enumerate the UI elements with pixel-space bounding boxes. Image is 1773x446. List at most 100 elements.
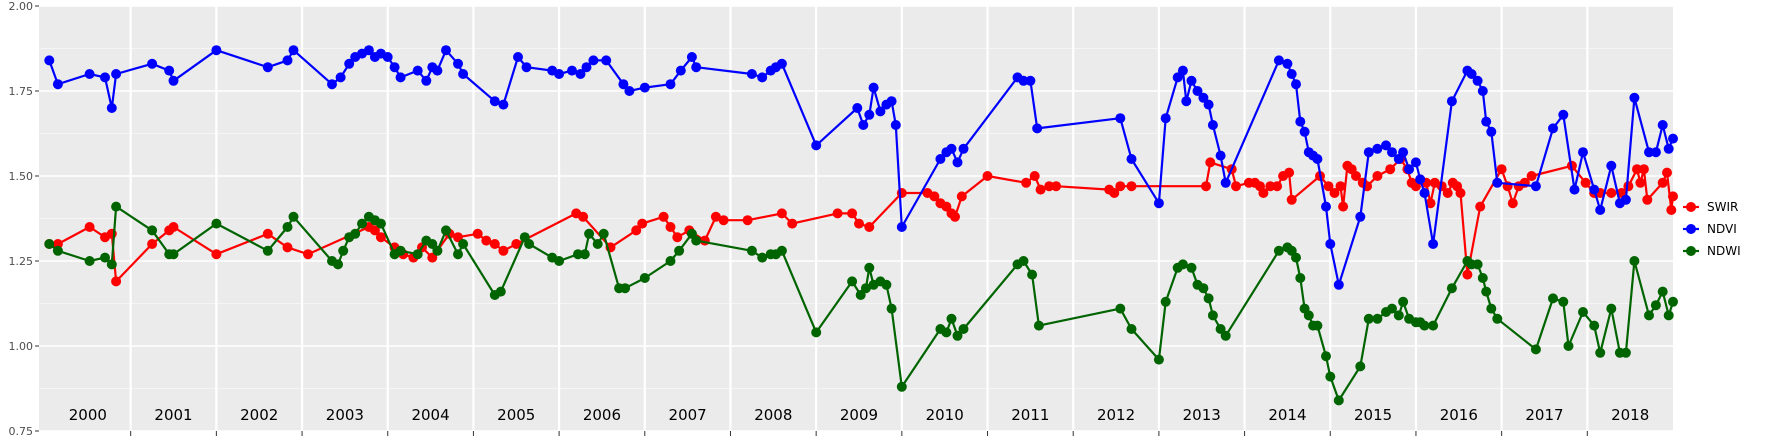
- data-point-ndwi: [1472, 259, 1483, 270]
- data-point-ndwi: [946, 313, 957, 324]
- data-point-ndwi: [44, 239, 55, 249]
- y-tick-label: 0.75: [9, 425, 34, 438]
- year-label: 2007: [669, 406, 707, 424]
- data-point-ndvi: [382, 52, 393, 62]
- data-point-ndwi: [1363, 313, 1374, 324]
- data-point-ndwi: [427, 239, 438, 249]
- data-point-ndwi: [1578, 307, 1588, 317]
- data-point-ndwi: [1291, 252, 1301, 263]
- data-point-ndwi: [860, 283, 871, 294]
- data-point-ndwi: [84, 256, 95, 266]
- data-point-ndwi: [1595, 347, 1606, 358]
- year-separators: [129, 6, 1589, 431]
- data-point-ndwi: [111, 201, 122, 212]
- data-point-ndvi: [946, 143, 957, 154]
- data-point-swir: [1662, 167, 1672, 178]
- data-point-swir: [498, 245, 509, 256]
- data-point-ndwi: [952, 330, 963, 341]
- data-point-ndwi: [1303, 310, 1314, 321]
- year-label: 2005: [497, 406, 535, 424]
- data-point-ndwi: [1629, 256, 1640, 266]
- data-point-ndvi: [935, 154, 946, 164]
- data-point-ndvi: [1333, 279, 1344, 290]
- data-point-ndwi: [1333, 395, 1344, 406]
- data-point-ndvi: [639, 82, 650, 93]
- data-point-ndvi: [1325, 239, 1336, 249]
- data-point-ndwi: [1486, 303, 1497, 314]
- data-point-ndwi: [1558, 296, 1569, 307]
- data-point-ndvi: [453, 58, 463, 69]
- data-point-ndvi: [1160, 113, 1171, 124]
- series-layer: [44, 45, 1678, 406]
- data-point-swir: [578, 211, 589, 222]
- data-point-ndvi: [1032, 123, 1043, 134]
- data-point-ndvi: [1181, 96, 1192, 107]
- data-point-ndvi: [1578, 147, 1588, 158]
- data-point-ndwi: [168, 249, 179, 260]
- y-tick-label: 1.25: [9, 255, 34, 268]
- data-point-ndvi: [363, 45, 374, 56]
- data-point-swir: [472, 228, 483, 239]
- year-label: 2009: [840, 406, 878, 424]
- data-point-swir: [1475, 201, 1486, 212]
- data-point-swir: [282, 242, 293, 253]
- data-point-ndwi: [665, 256, 676, 266]
- data-point-ndwi: [886, 303, 897, 314]
- data-point-swir: [1284, 167, 1295, 178]
- data-point-ndvi: [327, 79, 337, 90]
- data-point-ndvi: [1404, 164, 1415, 175]
- data-point-ndvi: [624, 86, 635, 96]
- data-point-ndwi: [1481, 286, 1492, 297]
- data-point-ndvi: [1668, 133, 1678, 144]
- data-point-ndvi: [886, 96, 897, 107]
- data-point-ndvi: [554, 69, 565, 79]
- data-point-swir: [1635, 177, 1646, 188]
- data-point-swir: [658, 211, 669, 222]
- data-point-ndwi: [1115, 303, 1126, 314]
- data-point-swir: [1425, 198, 1436, 209]
- data-point-ndwi: [1321, 351, 1331, 362]
- data-point-ndwi: [100, 252, 110, 263]
- data-point-swir: [864, 222, 875, 232]
- data-point-ndvi: [106, 103, 117, 113]
- data-point-ndwi: [106, 259, 117, 270]
- data-point-swir: [147, 239, 158, 249]
- data-point-ndvi: [757, 72, 768, 83]
- data-point-ndwi: [1419, 320, 1430, 331]
- data-point-ndvi: [1589, 184, 1600, 195]
- data-point-swir: [1286, 194, 1297, 205]
- data-point-swir: [847, 208, 858, 219]
- data-point-ndvi: [1153, 198, 1164, 209]
- data-point-swir: [489, 239, 500, 249]
- data-point-ndvi: [1644, 147, 1654, 158]
- data-point-swir: [369, 225, 380, 236]
- legend: SWIR NDVI NDWI: [1683, 200, 1741, 258]
- data-point-ndvi: [111, 69, 122, 79]
- data-point-ndvi: [1115, 113, 1126, 124]
- data-point-ndvi: [1466, 69, 1477, 79]
- data-point-swir: [1126, 181, 1137, 192]
- data-point-ndvi: [1428, 239, 1439, 249]
- data-point-ndvi: [858, 120, 869, 130]
- data-point-ndvi: [1299, 126, 1310, 137]
- data-point-ndwi: [584, 228, 595, 239]
- data-point-swir: [956, 191, 967, 202]
- data-point-swir: [665, 222, 676, 232]
- data-point-ndvi: [665, 79, 676, 90]
- data-point-ndwi: [811, 327, 822, 338]
- data-point-ndvi: [575, 69, 586, 79]
- series-ndwi: [44, 201, 1678, 406]
- data-point-swir: [1638, 164, 1649, 175]
- data-point-ndvi: [1446, 96, 1457, 107]
- data-point-swir: [84, 222, 95, 232]
- data-point-swir: [929, 191, 940, 202]
- data-point-swir: [832, 208, 843, 219]
- data-point-swir: [1657, 177, 1668, 188]
- data-point-ndwi: [639, 273, 650, 283]
- data-point-ndwi: [495, 286, 506, 297]
- data-point-ndwi: [1027, 269, 1038, 280]
- year-label: 2010: [926, 406, 964, 424]
- data-point-ndwi: [757, 252, 768, 263]
- data-point-ndwi: [1295, 273, 1306, 283]
- data-point-ndvi: [344, 58, 355, 69]
